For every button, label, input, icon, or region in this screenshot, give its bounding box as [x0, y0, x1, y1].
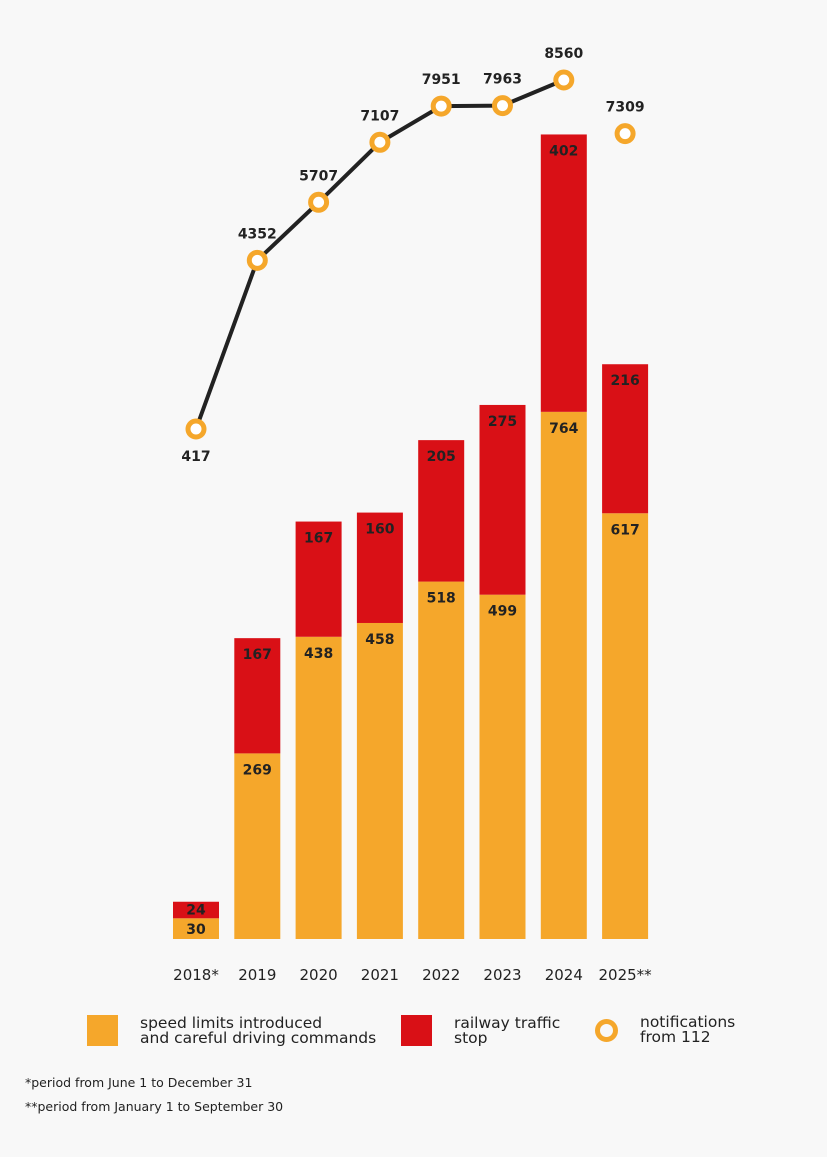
- x-tick-label: 2022: [422, 966, 460, 984]
- bar-segment-railway-stop: [602, 364, 649, 514]
- data-label: 499: [488, 604, 517, 620]
- legend-item-notifications: notifications from 112: [595, 1013, 736, 1046]
- data-label: 167: [304, 531, 333, 547]
- bar-segment-speed-limits: [234, 753, 281, 939]
- x-tick-label: 2023: [483, 966, 521, 984]
- bar-segment-speed-limits: [602, 513, 649, 939]
- bar-segment-railway-stop: [479, 404, 526, 595]
- data-label: 30: [186, 922, 206, 938]
- legend-ring-icon: [595, 1018, 618, 1042]
- footnote-2: **period from January 1 to September 30: [25, 1099, 284, 1114]
- data-label: 518: [427, 591, 456, 607]
- bar-segment-speed-limits: [356, 622, 403, 939]
- data-label: 216: [610, 373, 639, 389]
- legend-item-speed-limits: speed limits introduced and careful driv…: [87, 1015, 376, 1046]
- x-tick-label: 2021: [361, 966, 399, 984]
- legend-label: notifications from 112: [640, 1013, 736, 1046]
- data-label: 7951: [422, 72, 461, 88]
- data-label: 7963: [483, 72, 522, 88]
- notifications-point: [369, 131, 391, 153]
- footnote-1: *period from June 1 to December 31: [25, 1075, 253, 1090]
- legend-label: railway traffic stop: [454, 1013, 561, 1047]
- bar-segment-railway-stop: [418, 440, 465, 582]
- bar-segment-speed-limits: [295, 636, 342, 939]
- bar-segment-speed-limits: [173, 918, 219, 939]
- data-label: 438: [304, 646, 333, 662]
- notifications-point: [614, 123, 636, 145]
- notifications-point: [553, 69, 575, 91]
- data-label: 24: [186, 902, 206, 918]
- legend-swatch-red: [401, 1015, 432, 1046]
- legend-swatch-orange: [87, 1015, 118, 1046]
- notifications-point: [246, 249, 268, 271]
- bar-segment-speed-limits: [418, 581, 465, 939]
- x-tick-label: 2020: [300, 966, 338, 984]
- data-label: 7309: [606, 100, 645, 116]
- bar-segment-railway-stop: [234, 638, 281, 754]
- notifications-point: [492, 95, 513, 117]
- bar-segment-railway-stop: [173, 901, 219, 919]
- data-label: 167: [243, 647, 272, 663]
- x-tick-label: 2018*: [173, 966, 219, 984]
- notifications-point: [308, 191, 330, 213]
- x-tick-label: 2019: [238, 966, 276, 984]
- data-label: 764: [549, 421, 578, 437]
- bar-segment-railway-stop: [356, 512, 403, 623]
- data-label: 458: [365, 632, 394, 648]
- notifications-point: [185, 418, 207, 440]
- data-label: 402: [549, 143, 578, 159]
- notifications-point: [430, 95, 452, 117]
- bar-segment-speed-limits: [540, 411, 587, 940]
- data-label: 160: [365, 522, 394, 538]
- legend-label: speed limits introduced and careful driv…: [140, 1013, 377, 1047]
- data-label: 4352: [238, 226, 277, 242]
- bar-segment-railway-stop: [540, 134, 587, 412]
- data-label: 417: [181, 449, 210, 465]
- data-label: 275: [488, 414, 517, 430]
- data-label: 5707: [299, 168, 338, 184]
- data-label: 7107: [360, 108, 399, 124]
- data-label: 205: [427, 449, 456, 465]
- bar-segment-speed-limits: [479, 594, 526, 939]
- data-label: 617: [610, 522, 639, 538]
- x-tick-label: 2024: [545, 966, 583, 984]
- data-label: 269: [243, 762, 272, 778]
- data-label: 8560: [544, 46, 583, 62]
- legend-item-railway-stop: railway traffic stop: [401, 1015, 560, 1046]
- x-tick-label: 2025**: [599, 966, 653, 984]
- bar-segment-railway-stop: [295, 521, 342, 637]
